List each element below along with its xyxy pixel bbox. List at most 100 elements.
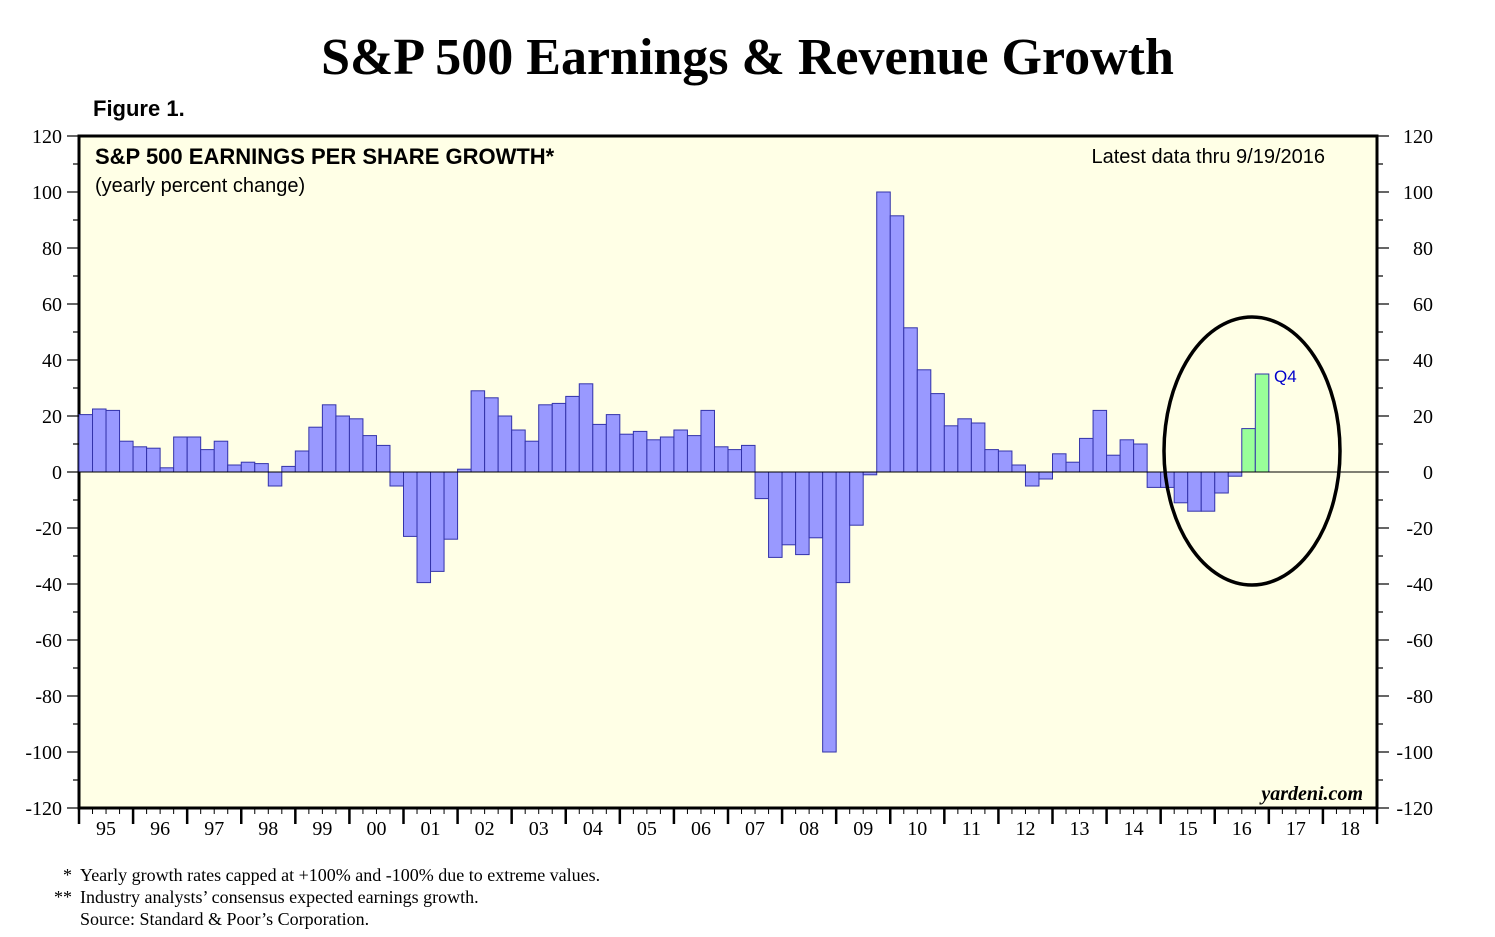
y-tick-label-right: -20: [1406, 518, 1433, 540]
eps-bar: [1052, 453, 1067, 473]
y-tick-label-right: -100: [1396, 742, 1433, 764]
eps-bar: [484, 397, 499, 473]
eps-bar: [213, 440, 229, 473]
x-tick-label: 07: [745, 818, 765, 840]
y-tick-label-left: 40: [42, 350, 62, 372]
eps-bar: [943, 425, 959, 473]
eps-bar: [849, 471, 864, 526]
eps-bar: [659, 436, 675, 473]
eps-bar: [673, 429, 688, 473]
footnote-mark: *: [63, 865, 72, 885]
y-tick-label-right: 120: [1403, 126, 1433, 148]
x-tick-label: 10: [907, 818, 927, 840]
main-title: S&P 500 Earnings & Revenue Growth: [321, 29, 1174, 86]
eps-bar: [254, 463, 269, 473]
y-tick-label-left: 20: [42, 406, 62, 428]
eps-bar: [159, 467, 175, 473]
y-tick-label-right: 100: [1403, 182, 1433, 204]
eps-bar: [389, 471, 405, 487]
y-tick-label-right: 60: [1413, 294, 1433, 316]
y-tick-label-left: 120: [32, 126, 62, 148]
eps-bar: [686, 435, 702, 473]
x-tick-label: 00: [366, 818, 386, 840]
footnote-text: Source: Standard & Poor’s Corporation.: [80, 909, 370, 929]
ticks-group: [67, 135, 1389, 824]
eps-bar: [592, 423, 607, 473]
y-tick-label-right: 40: [1413, 350, 1433, 372]
eps-bar: [348, 418, 364, 473]
eps-bar: [443, 471, 459, 540]
eps-bar: [240, 461, 256, 473]
eps-bar: [119, 440, 134, 473]
x-tick-label: 06: [691, 818, 711, 840]
eps-bar: [1038, 471, 1053, 480]
y-tick-label-right: -40: [1406, 574, 1433, 596]
x-tick-label: 96: [150, 818, 170, 840]
eps-bar: [1146, 471, 1162, 488]
x-tick-label: 95: [96, 818, 116, 840]
y-tick-label-left: 0: [52, 462, 62, 484]
footnotes: * Yearly growth rates capped at +100% an…: [40, 864, 600, 930]
eps-bar: [470, 390, 486, 473]
y-tick-label-right: -80: [1406, 686, 1433, 708]
x-tick-label: 02: [475, 818, 495, 840]
footnote-row: ** Industry analysts’ consensus expected…: [40, 886, 600, 908]
eps-bar: [1214, 471, 1229, 494]
x-tick-label: 11: [962, 818, 981, 840]
footnote-text: Industry analysts’ consensus expected ea…: [80, 887, 479, 907]
eps-bar: [1079, 437, 1094, 473]
eps-bar: [700, 409, 715, 473]
x-tick-label: 05: [637, 818, 657, 840]
y-tick-label-left: 80: [42, 238, 62, 260]
x-tick-label: 04: [583, 818, 603, 840]
eps-bar: [281, 465, 296, 473]
eps-bar: [1011, 464, 1026, 473]
latest-data-note: Latest data thru 9/19/2016: [1091, 146, 1325, 168]
eps-bar: [984, 449, 999, 473]
eps-forecast-bar: [1254, 373, 1270, 473]
eps-bar: [876, 191, 891, 473]
x-tick-label: 09: [853, 818, 873, 840]
eps-bar: [538, 404, 553, 473]
eps-bar: [1187, 471, 1202, 512]
eps-bar: [308, 426, 323, 473]
y-tick-label-left: -100: [25, 742, 62, 764]
q4-annotation: Q4: [1274, 367, 1297, 386]
x-tick-label: 16: [1232, 818, 1252, 840]
eps-bar: [186, 436, 202, 473]
eps-bar: [132, 446, 148, 473]
eps-bar: [754, 471, 770, 500]
y-tick-label-right: 0: [1423, 462, 1433, 484]
y-tick-label-left: -80: [35, 686, 62, 708]
eps-bar: [565, 395, 580, 473]
bars-group: [78, 191, 1270, 753]
eps-bar: [335, 415, 350, 473]
eps-bar: [1173, 471, 1189, 504]
eps-bar: [1106, 454, 1121, 473]
chart-subtitle: (yearly percent change): [95, 175, 305, 197]
eps-bar: [889, 215, 905, 473]
eps-bar: [403, 471, 418, 537]
eps-bar: [267, 471, 283, 487]
eps-bar: [1227, 471, 1243, 477]
eps-bar: [294, 450, 310, 473]
eps-bar: [511, 429, 526, 473]
eps-bar: [524, 440, 540, 473]
x-tick-label: 13: [1070, 818, 1090, 840]
x-tick-label: 99: [312, 818, 332, 840]
x-tick-label: 14: [1124, 818, 1144, 840]
eps-bar: [430, 471, 445, 572]
y-tick-label-right: -120: [1396, 798, 1433, 820]
eps-bar: [727, 449, 743, 473]
eps-bar: [146, 447, 161, 473]
eps-bar: [646, 439, 661, 473]
eps-bar: [497, 415, 513, 473]
eps-bar: [227, 464, 242, 473]
eps-bar: [781, 471, 797, 546]
x-tick-label: 97: [204, 818, 224, 840]
footnote-text: Yearly growth rates capped at +100% and …: [80, 865, 601, 885]
eps-bar: [808, 471, 824, 539]
eps-bar: [903, 327, 918, 473]
eps-bar: [605, 414, 621, 473]
